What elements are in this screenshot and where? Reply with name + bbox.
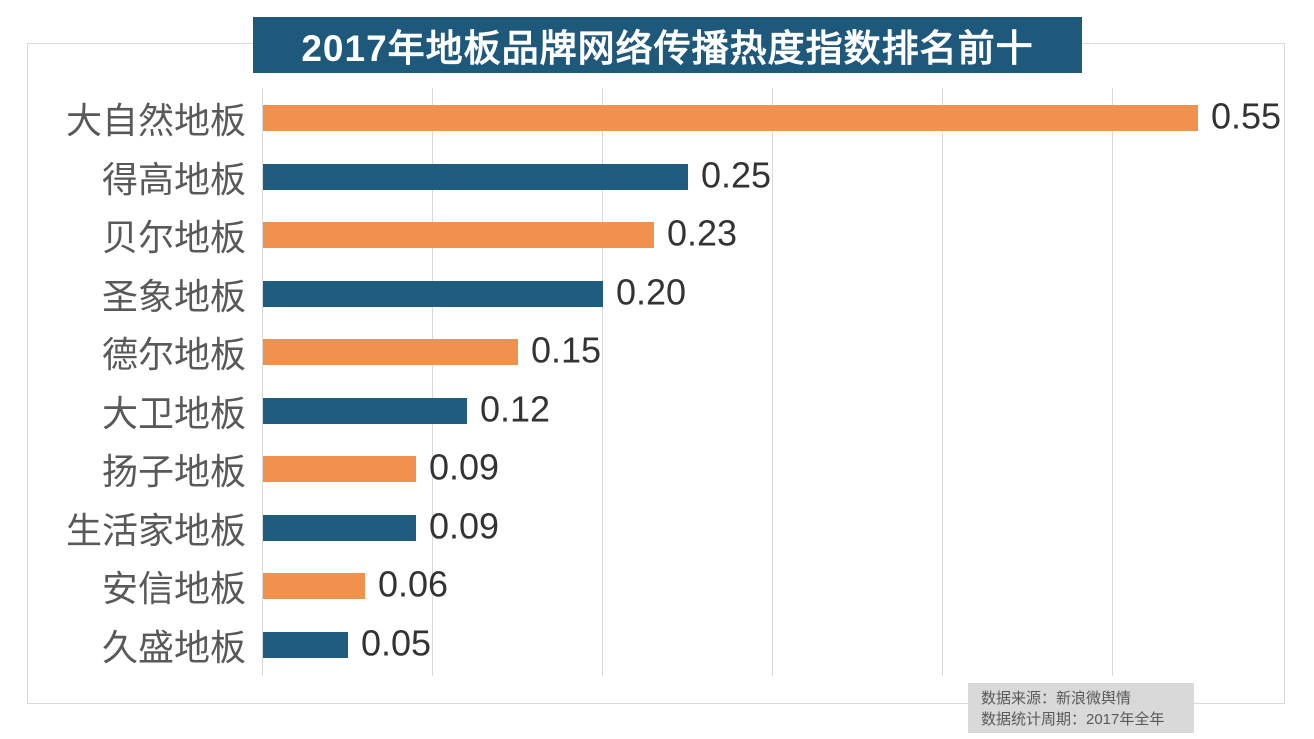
value-label: 0.20 <box>616 271 687 313</box>
value-label: 0.15 <box>531 329 602 371</box>
gridline <box>772 88 773 676</box>
data-source-note: 数据来源：新浪微舆情 数据统计周期：2017年全年 <box>968 683 1194 733</box>
bar <box>263 515 416 541</box>
gridline <box>262 88 263 676</box>
category-label: 圣象地板 <box>101 276 246 317</box>
category-label: 德尔地板 <box>101 334 246 375</box>
value-label: 0.55 <box>1211 95 1282 137</box>
gridline <box>602 88 603 676</box>
bar <box>263 281 603 307</box>
gridline <box>942 88 943 676</box>
value-label: 0.09 <box>429 505 500 547</box>
bar <box>263 164 688 190</box>
bar <box>263 456 416 482</box>
bar <box>263 105 1198 131</box>
value-label: 0.25 <box>701 154 772 196</box>
category-label: 得高地板 <box>101 159 246 200</box>
data-period-line: 数据统计周期：2017年全年 <box>981 711 1165 728</box>
bar <box>263 339 518 365</box>
category-label: 大卫地板 <box>101 393 246 434</box>
gridline <box>432 88 433 676</box>
chart-title: 2017年地板品牌网络传播热度指数排名前十 <box>253 17 1082 73</box>
bar <box>263 222 654 248</box>
value-label: 0.12 <box>480 388 551 430</box>
category-label: 安信地板 <box>101 568 246 609</box>
category-label: 扬子地板 <box>101 451 246 492</box>
category-label: 大自然地板 <box>65 100 246 141</box>
value-label: 0.23 <box>667 212 738 254</box>
bar <box>263 573 365 599</box>
value-label: 0.05 <box>361 622 432 664</box>
value-label: 0.06 <box>378 563 449 605</box>
category-label: 久盛地板 <box>101 627 246 668</box>
category-label: 贝尔地板 <box>101 217 246 258</box>
value-label: 0.09 <box>429 446 500 488</box>
bar <box>263 398 467 424</box>
data-source-line: 数据来源：新浪微舆情 <box>981 690 1132 707</box>
bar <box>263 632 348 658</box>
category-label: 生活家地板 <box>65 510 246 551</box>
gridline <box>1112 88 1113 676</box>
